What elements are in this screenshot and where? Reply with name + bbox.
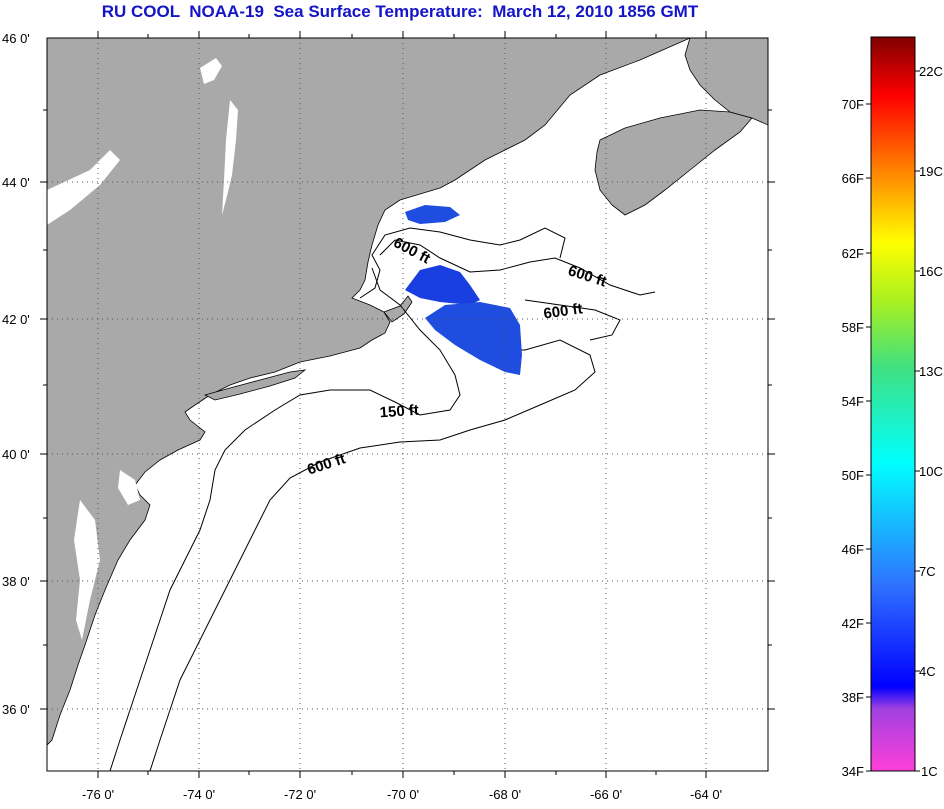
- land-cape-cod: [383, 295, 413, 323]
- colorbar-f-label: 42F: [842, 616, 864, 631]
- colorbar-c-label: 22C: [919, 64, 943, 79]
- lon-label: -64 0': [690, 787, 722, 802]
- colorbar-f-label: 34F: [842, 764, 864, 779]
- lat-label: 42 0': [2, 312, 30, 327]
- bathymetry-contours: [109, 227, 656, 771]
- graticule: [47, 38, 768, 771]
- sst-patches: [405, 205, 522, 375]
- sst-patch-north: [405, 205, 460, 224]
- colorbar-c-label: 4C: [919, 664, 936, 679]
- lon-label: -66 0': [590, 787, 622, 802]
- colorbar-c-label: 16C: [919, 264, 943, 279]
- land-nova-scotia: [594, 109, 753, 216]
- sst-patch-middle: [405, 265, 480, 305]
- colorbar-ticks: [866, 70, 920, 772]
- colorbar-f-label: 70F: [842, 97, 864, 112]
- lake-champlain: [222, 100, 238, 215]
- chesapeake-bay: [74, 500, 100, 640]
- lake-moosehead: [200, 58, 222, 84]
- colorbar-f-label: 62F: [842, 246, 864, 261]
- colorbar-c-label: 7C: [919, 564, 936, 579]
- colorbar-f-label: 50F: [842, 468, 864, 483]
- contour-600ft: [379, 239, 656, 296]
- lat-label: 36 0': [2, 702, 30, 717]
- map-title: RU COOL NOAA-19 Sea Surface Temperature:…: [101, 2, 699, 21]
- sst-patch-south: [425, 302, 522, 375]
- contour-gulf-maine: [359, 227, 566, 299]
- lat-label: 38 0': [2, 574, 30, 589]
- colorbar-f-label: 66F: [842, 171, 864, 186]
- contour-shelf-break: [524, 299, 621, 341]
- map-frame: [46, 37, 769, 772]
- lon-label: -76 0': [82, 787, 114, 802]
- delaware-bay: [118, 470, 140, 505]
- colorbar-c-label: 10C: [919, 464, 943, 479]
- lon-label: -72 0': [284, 787, 316, 802]
- colorbar-c-label: 13C: [919, 364, 943, 379]
- lake-ontario: [47, 150, 120, 225]
- land-mainland: [47, 38, 691, 746]
- lon-label: -68 0': [489, 787, 521, 802]
- contour-label: 150 ft: [379, 402, 419, 422]
- contour-150ft: [109, 267, 461, 771]
- colorbar-f-label: 38F: [842, 690, 864, 705]
- lat-label: 40 0': [2, 447, 30, 462]
- colorbar: [870, 36, 916, 772]
- land-cape-breton: [684, 38, 768, 126]
- lon-label: -70 0': [387, 787, 419, 802]
- colorbar-f-label: 54F: [842, 394, 864, 409]
- colorbar-c-label: 19C: [919, 164, 943, 179]
- contour-label: 600 ft: [542, 300, 583, 322]
- colorbar-f-label: 58F: [842, 320, 864, 335]
- contour-600ft-south: [149, 334, 596, 771]
- lon-label: -74 0': [183, 787, 215, 802]
- colorbar-c-label: 1C: [921, 764, 938, 779]
- frame-ticks: [40, 31, 775, 778]
- lat-label: 44 0': [2, 175, 30, 190]
- lat-label: 46 0': [2, 31, 30, 46]
- colorbar-f-label: 46F: [842, 542, 864, 557]
